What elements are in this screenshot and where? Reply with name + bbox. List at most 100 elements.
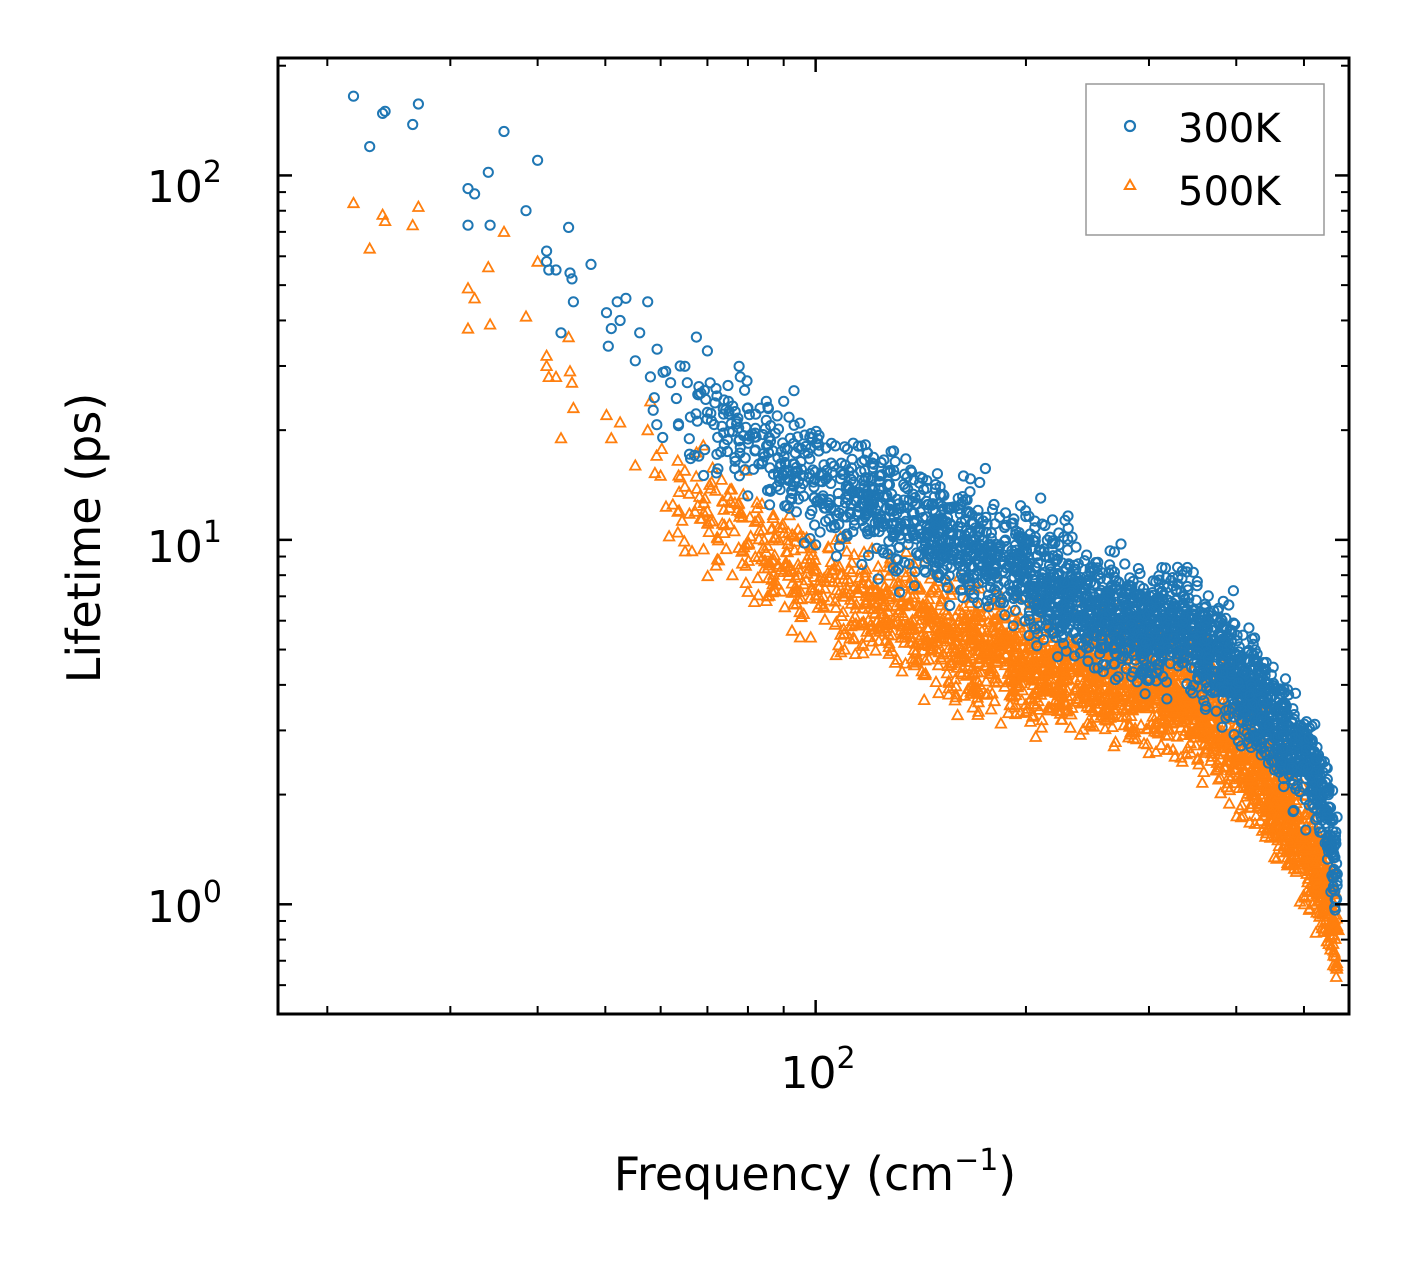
point-500k: [1121, 730, 1136, 743]
point-500k: [1035, 681, 1050, 694]
point-500k: [851, 586, 866, 599]
point-500k: [849, 616, 863, 629]
point-500k: [768, 583, 782, 596]
point-500k: [1275, 845, 1289, 858]
point-300k: [743, 409, 756, 421]
point-500k: [1119, 708, 1134, 721]
point-500k: [791, 568, 806, 581]
point-300k: [1275, 756, 1287, 768]
point-500k: [878, 633, 893, 646]
point-500k: [1272, 830, 1286, 843]
point-500k: [1055, 685, 1069, 698]
point-300k: [841, 443, 854, 455]
point-300k: [888, 511, 900, 523]
point-500k: [979, 658, 993, 671]
point-300k: [817, 469, 829, 481]
points-layer: [346, 90, 1346, 982]
point-500k: [963, 648, 977, 661]
point-500k: [1244, 800, 1258, 813]
point-500k: [1258, 799, 1273, 812]
point-500k: [732, 496, 746, 509]
point-300k: [1179, 622, 1191, 635]
point-500k: [895, 664, 909, 677]
point-500k: [750, 501, 764, 514]
point-500k: [655, 441, 669, 455]
point-300k: [859, 521, 871, 533]
point-500k: [671, 453, 685, 466]
point-300k: [1278, 781, 1290, 793]
point-500k: [1293, 894, 1307, 907]
point-500k: [1178, 707, 1193, 720]
point-500k: [916, 637, 930, 650]
point-500k: [1120, 694, 1135, 707]
point-500k: [777, 526, 791, 539]
point-500k: [785, 585, 799, 598]
point-500k: [844, 619, 858, 632]
point-300k: [810, 425, 822, 437]
point-500k: [904, 615, 918, 628]
point-300k: [778, 464, 791, 476]
point-300k: [1178, 612, 1191, 624]
point-300k: [1228, 729, 1240, 741]
point-300k: [878, 454, 890, 466]
point-500k: [904, 630, 919, 643]
point-500k: [1096, 667, 1110, 680]
point-500k: [1210, 762, 1225, 775]
point-500k: [979, 674, 993, 687]
point-300k: [764, 499, 776, 511]
point-500k: [1076, 680, 1090, 693]
point-300k: [1311, 741, 1323, 753]
point-300k: [974, 476, 986, 489]
point-300k: [816, 467, 828, 479]
point-500k: [1049, 671, 1063, 684]
point-300k: [1028, 621, 1040, 633]
point-500k: [378, 213, 392, 227]
point-300k: [1265, 669, 1277, 681]
point-300k: [688, 449, 701, 461]
point-500k: [1106, 696, 1121, 709]
point-300k: [1279, 673, 1292, 685]
point-300k: [1081, 549, 1093, 561]
point-300k: [764, 483, 776, 495]
point-500k: [1271, 808, 1286, 821]
point-300k: [731, 415, 743, 428]
point-300k: [874, 510, 887, 522]
point-300k: [957, 470, 970, 482]
point-500k: [936, 617, 950, 630]
point-500k: [1039, 665, 1053, 678]
point-500k: [988, 612, 1002, 625]
point-300k: [1132, 563, 1145, 575]
point-500k: [1208, 737, 1222, 750]
point-300k: [960, 506, 973, 519]
point-300k: [833, 540, 845, 552]
point-500k: [1059, 666, 1074, 679]
point-300k: [959, 560, 971, 572]
point-500k: [730, 503, 744, 516]
point-300k: [892, 563, 905, 575]
point-500k: [1261, 819, 1276, 833]
point-500k: [1315, 915, 1329, 928]
point-500k: [1272, 838, 1286, 851]
point-500k: [998, 609, 1012, 622]
point-300k: [1015, 500, 1027, 512]
point-500k: [1156, 693, 1170, 706]
point-500k: [882, 646, 896, 659]
point-500k: [1134, 718, 1148, 731]
point-500k: [899, 545, 913, 558]
point-500k: [519, 309, 533, 322]
point-300k: [1119, 558, 1131, 570]
point-300k: [1060, 645, 1072, 657]
point-300k: [1082, 655, 1094, 667]
point-500k: [653, 468, 668, 481]
point-300k: [887, 562, 899, 574]
point-500k: [869, 614, 884, 627]
point-300k: [931, 468, 944, 480]
point-500k: [1188, 703, 1203, 716]
point-300k: [1045, 563, 1057, 575]
point-500k: [1075, 695, 1089, 708]
point-500k: [1176, 668, 1190, 681]
point-500k: [659, 499, 673, 512]
point-500k: [1154, 737, 1168, 750]
point-300k: [1089, 627, 1101, 639]
point-500k: [1112, 709, 1127, 722]
